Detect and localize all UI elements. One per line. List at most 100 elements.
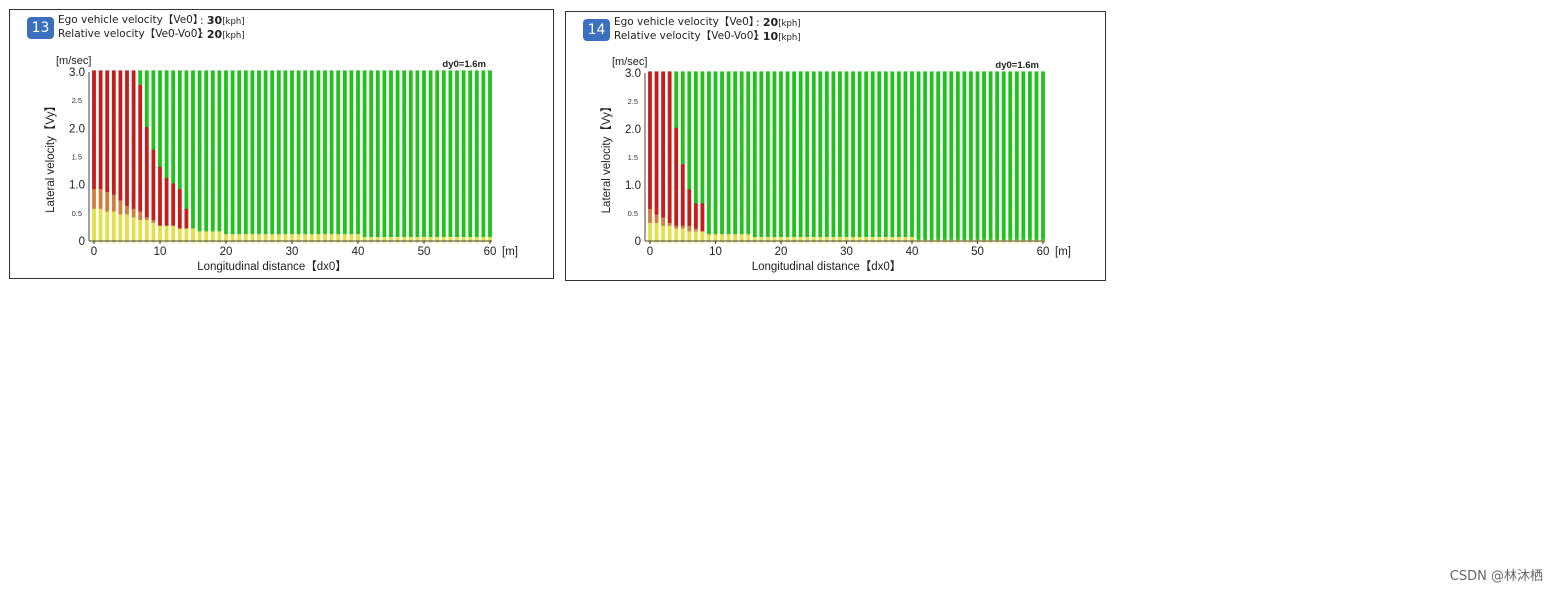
data-point [303,205,308,209]
data-point [342,171,347,175]
data-point [131,121,136,125]
chart-panel-13: 13 Ego vehicle velocity【Ve0】 : 30[kph] R… [9,9,554,279]
data-point [250,174,255,178]
data-point [237,174,242,178]
data-point [461,81,466,85]
data-point [759,121,764,125]
data-point [204,109,209,114]
data-point [309,208,314,212]
data-point [408,180,413,184]
data-point [667,169,672,173]
data-point [263,191,268,195]
data-point [191,194,195,198]
data-point [276,197,281,201]
data-point [382,211,387,215]
data-point [700,110,705,114]
data-point [290,152,294,156]
data-point [759,169,764,173]
data-point [171,92,176,97]
data-point [197,199,202,204]
data-point [356,197,360,201]
data-point [263,143,268,147]
data-point [184,199,189,204]
data-point [303,202,308,206]
data-point [422,87,426,91]
data-point [296,143,301,147]
data-point [455,140,459,145]
data-point [375,183,380,187]
data-point [230,70,235,74]
data-point [237,138,242,142]
data-point [382,225,387,229]
data-point [481,157,486,161]
data-point [257,185,261,190]
data-point [488,76,492,80]
data-point [687,110,692,114]
data-point [720,113,724,117]
data-point [389,174,393,178]
data-point [422,70,426,74]
data-point [151,222,156,226]
data-point [779,236,783,240]
data-point [151,163,156,167]
data-point [382,135,387,139]
data-point [693,149,698,153]
data-point [759,102,764,106]
data-point [151,236,156,240]
data-point [336,188,341,192]
data-point [474,230,479,235]
data-point [191,149,195,153]
data-point [428,98,433,102]
data-point [257,183,261,187]
data-point [164,168,169,173]
data-point [746,191,751,195]
data-point [441,109,446,114]
data-point [237,140,242,145]
data-point [217,138,222,142]
data-point [349,168,354,173]
data-point [720,85,724,89]
data-point [408,154,413,159]
data-point [151,123,156,128]
data-point [766,116,770,120]
data-point [415,95,420,99]
data-point [105,98,110,102]
data-point [720,161,724,165]
data-point [680,147,685,151]
data-point [270,194,275,198]
data-point [125,121,129,125]
data-point [111,87,116,91]
data-point [752,77,757,81]
data-point [369,73,374,77]
data-point [210,225,215,229]
data-point [316,157,321,161]
data-point [661,161,665,165]
data-point [105,115,110,119]
data-point [131,123,136,128]
data-point [455,154,459,159]
data-point [693,152,698,156]
data-point [296,233,301,237]
data-point [362,160,367,164]
data-point [674,222,679,226]
data-point [667,208,672,212]
data-point [468,112,473,116]
data-point [752,186,757,190]
data-point [257,118,261,122]
data-point [349,132,354,136]
data-point [707,113,711,117]
data-point [654,74,659,78]
data-point [309,222,314,226]
data-point [92,163,96,167]
panel-number-badge: 13 [27,17,54,39]
data-point [164,208,169,212]
data-point [323,177,327,181]
data-point [422,183,426,187]
data-point [257,109,261,114]
data-point [779,233,783,237]
data-point [759,144,764,148]
data-point [197,121,202,125]
data-point [210,214,215,218]
data-point [138,183,143,187]
data-point [428,78,433,83]
